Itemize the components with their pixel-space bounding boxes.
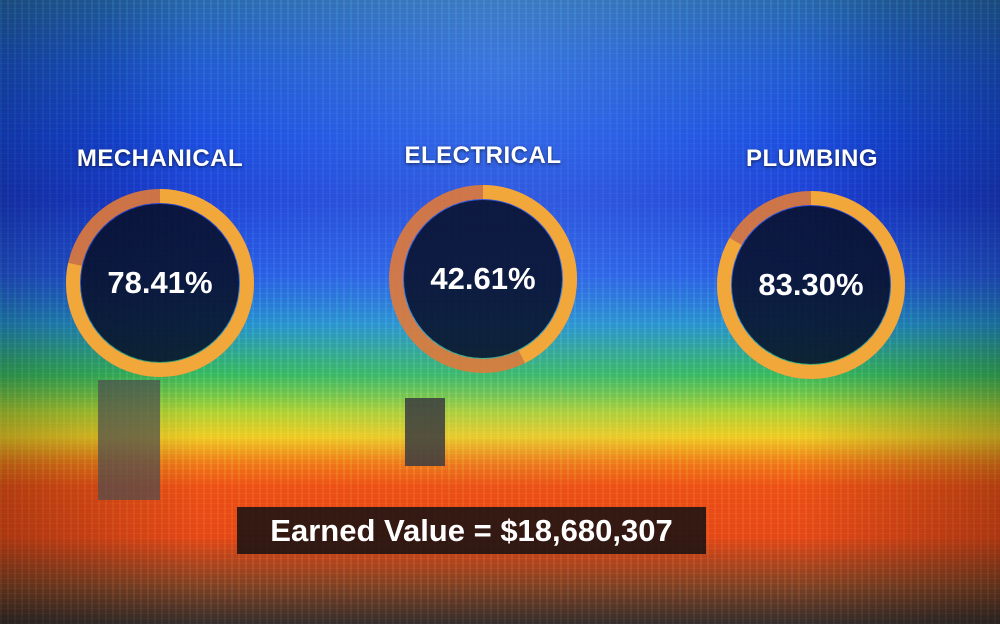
metric-plumbing: PLUMBING 83.30% [712, 145, 912, 395]
gauge-fill [389, 185, 577, 373]
gauge-disc [732, 206, 890, 364]
gauge-fill [66, 189, 254, 377]
metric-label: MECHANICAL [76, 145, 244, 172]
earned-value-banner: Earned Value = $18,680,307 [237, 507, 706, 554]
doorway [405, 398, 445, 466]
metric-mechanical: MECHANICAL 78.41% [60, 145, 260, 395]
gauge-disc [81, 204, 239, 362]
gauge-fill [717, 191, 905, 379]
metric-label: PLUMBING [746, 145, 878, 172]
gauge-disc [404, 200, 562, 358]
metric-value: 42.61% [430, 261, 536, 296]
earned-value-text: Earned Value = $18,680,307 [270, 512, 673, 548]
progress-gauge: 78.41% [65, 188, 255, 378]
metric-electrical: ELECTRICAL 42.61% [388, 142, 578, 392]
structural-column [98, 380, 160, 500]
metric-label: ELECTRICAL [404, 142, 562, 169]
metric-value: 83.30% [758, 267, 864, 302]
metric-value: 78.41% [107, 265, 213, 300]
progress-gauge: 42.61% [388, 184, 578, 374]
progress-gauge: 83.30% [716, 190, 906, 380]
